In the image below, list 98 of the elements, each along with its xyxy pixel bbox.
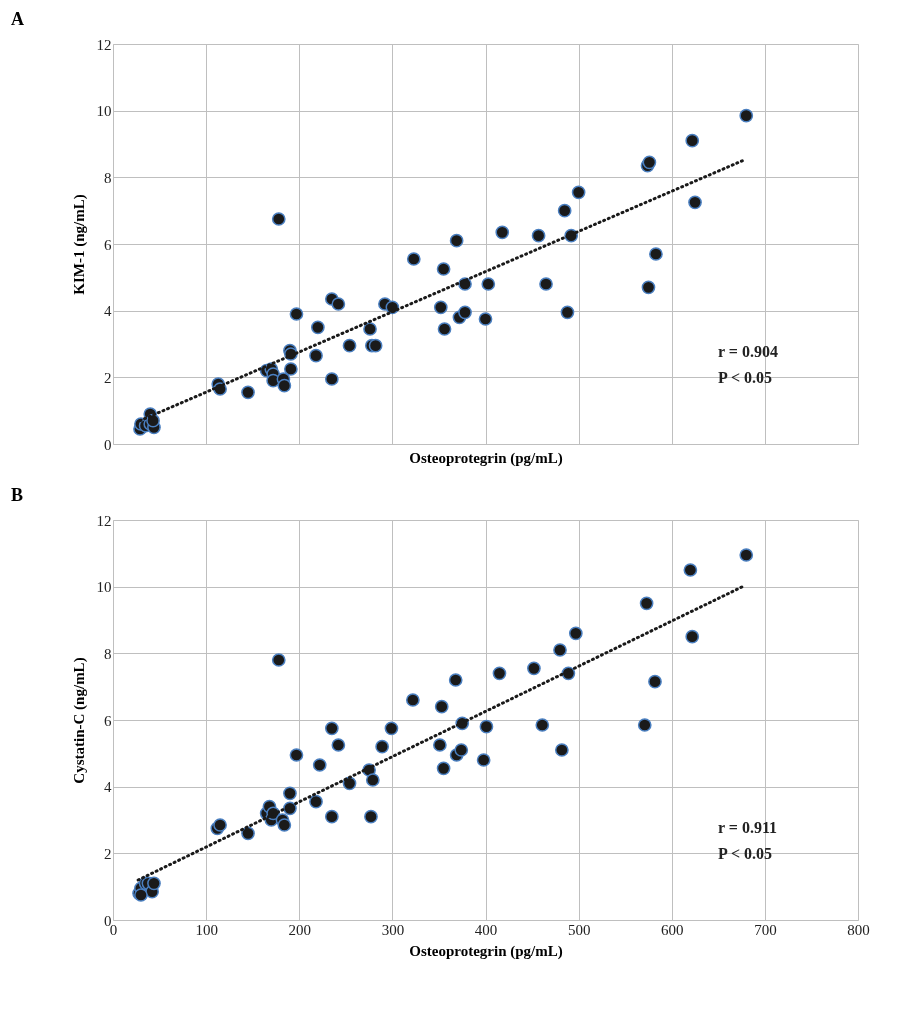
- point: [312, 758, 327, 772]
- point: [289, 307, 304, 321]
- y-axis-title: KIM-1 (ng/mL): [70, 194, 88, 295]
- point: [495, 225, 510, 240]
- point: [342, 338, 357, 353]
- point: [649, 247, 663, 261]
- point: [481, 277, 496, 291]
- point: [277, 378, 292, 393]
- point: [476, 753, 491, 767]
- y-tick-label: 4: [104, 779, 112, 796]
- point: [331, 738, 346, 752]
- point: [432, 738, 447, 752]
- point: [283, 786, 297, 801]
- point: [241, 826, 255, 841]
- point: [478, 312, 493, 326]
- point: [363, 322, 377, 336]
- point: [557, 203, 572, 218]
- point: [458, 305, 472, 320]
- point: [560, 305, 575, 320]
- y-tick-label: 12: [96, 36, 112, 53]
- point: [568, 626, 583, 641]
- x-tick-label: 800: [847, 921, 870, 938]
- point: [271, 212, 286, 226]
- y-tick-label: 8: [104, 645, 112, 662]
- annotation: r = 0.911: [718, 819, 778, 836]
- point: [283, 362, 298, 376]
- point: [368, 338, 383, 353]
- point: [436, 262, 451, 276]
- y-tick-label: 2: [104, 845, 112, 862]
- point: [405, 693, 420, 707]
- x-axis-title: Osteoprotegrin (pg/mL): [409, 942, 563, 960]
- point: [324, 809, 339, 824]
- y-tick-label: 0: [104, 436, 112, 453]
- point: [688, 195, 702, 210]
- point: [436, 761, 451, 776]
- x-tick-label: 200: [288, 921, 311, 938]
- point: [448, 673, 463, 687]
- point: [641, 280, 656, 295]
- point: [739, 548, 754, 562]
- point: [492, 666, 507, 681]
- point: [406, 252, 421, 266]
- point: [147, 876, 161, 891]
- point: [527, 661, 541, 676]
- point: [331, 297, 346, 311]
- point: [277, 818, 292, 832]
- point: [637, 718, 652, 732]
- point: [531, 228, 546, 243]
- point: [739, 108, 754, 123]
- point: [685, 629, 700, 644]
- annotation: r = 0.904: [718, 343, 778, 360]
- y-tick-label: 10: [96, 579, 112, 596]
- y-tick-label: 4: [104, 303, 112, 320]
- point: [311, 320, 325, 335]
- point: [309, 794, 323, 809]
- point: [384, 721, 399, 736]
- x-tick-label: 400: [474, 921, 498, 938]
- x-tick-label: 500: [567, 921, 591, 938]
- point: [213, 818, 227, 832]
- x-axis-title: Osteoprotegrin (pg/mL): [409, 449, 563, 467]
- point: [364, 809, 378, 824]
- point: [553, 643, 567, 657]
- point: [685, 133, 700, 148]
- point: [434, 699, 449, 714]
- y-tick-label: 2: [104, 369, 112, 386]
- y-axis-title: Cystatin-C (ng/mL): [70, 657, 88, 784]
- point: [324, 721, 339, 736]
- point: [479, 719, 494, 734]
- x-tick-label: 600: [661, 921, 684, 938]
- point: [539, 277, 553, 291]
- chart-title: A: [11, 9, 24, 29]
- point: [449, 233, 464, 248]
- annotation: P < 0.05: [718, 369, 773, 386]
- point: [648, 674, 662, 689]
- y-tick-label: 12: [96, 512, 112, 529]
- point: [271, 653, 286, 667]
- point: [454, 743, 469, 757]
- x-tick-label: 700: [754, 921, 777, 938]
- point: [241, 385, 255, 400]
- point: [683, 563, 698, 577]
- x-tick-label: 100: [195, 921, 218, 938]
- point: [639, 596, 654, 611]
- point: [365, 773, 380, 787]
- point: [309, 348, 323, 363]
- x-tick-label: 300: [381, 921, 405, 938]
- point: [554, 743, 569, 757]
- point: [535, 718, 550, 732]
- y-tick-label: 8: [104, 169, 112, 186]
- chart-title: B: [11, 485, 24, 505]
- point: [437, 322, 452, 336]
- y-tick-label: 6: [104, 236, 112, 253]
- y-tick-label: 6: [104, 712, 112, 729]
- point: [324, 372, 339, 386]
- point: [571, 185, 586, 200]
- y-tick-label: 10: [96, 103, 112, 120]
- point: [289, 748, 304, 762]
- annotation: P < 0.05: [718, 845, 773, 862]
- point: [433, 300, 448, 315]
- point: [375, 739, 390, 754]
